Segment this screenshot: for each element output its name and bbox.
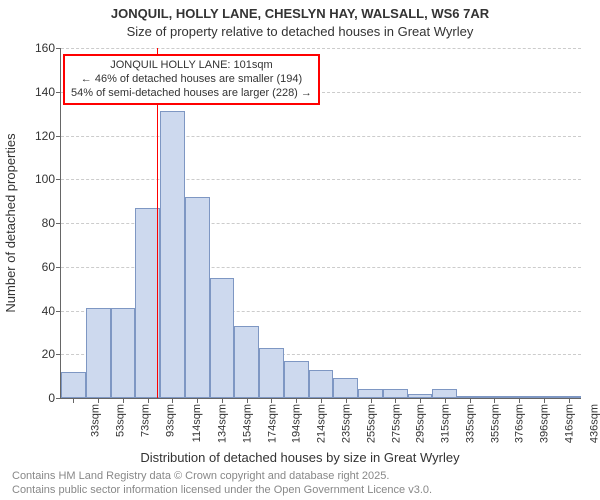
histogram-bar <box>358 389 383 398</box>
histogram-bar <box>86 308 111 398</box>
x-tick-mark <box>98 398 99 403</box>
histogram-bar <box>432 389 457 398</box>
histogram-bar <box>111 308 136 398</box>
x-tick-mark <box>519 398 520 403</box>
x-tick-label: 134sqm <box>217 404 229 443</box>
x-tick-mark <box>197 398 198 403</box>
x-tick-mark <box>123 398 124 403</box>
y-tick-mark <box>56 179 61 180</box>
credit-line-2: Contains public sector information licen… <box>12 484 432 496</box>
x-tick-label: 93sqm <box>164 404 176 437</box>
y-tick-label: 160 <box>35 41 55 55</box>
x-tick-label: 335sqm <box>464 404 476 443</box>
x-tick-label: 295sqm <box>415 404 427 443</box>
x-tick-mark <box>271 398 272 403</box>
x-tick-mark <box>569 398 570 403</box>
y-grid-line <box>61 179 581 180</box>
histogram-bar <box>309 370 334 398</box>
histogram-bar <box>160 111 185 398</box>
y-tick-mark <box>56 223 61 224</box>
y-tick-mark <box>56 48 61 49</box>
x-tick-label: 376sqm <box>514 404 526 443</box>
y-tick-label: 80 <box>42 216 55 230</box>
x-tick-label: 315sqm <box>440 404 452 443</box>
y-tick-mark <box>56 354 61 355</box>
x-tick-label: 396sqm <box>539 404 551 443</box>
chart-title-sub: Size of property relative to detached ho… <box>0 24 600 39</box>
x-tick-mark <box>296 398 297 403</box>
x-tick-label: 255sqm <box>365 404 377 443</box>
x-tick-mark <box>222 398 223 403</box>
x-tick-label: 73sqm <box>139 404 151 437</box>
y-grid-line <box>61 48 581 49</box>
x-tick-label: 114sqm <box>192 404 204 442</box>
x-tick-mark <box>445 398 446 403</box>
y-axis-label: Number of detached properties <box>3 133 18 312</box>
y-tick-label: 0 <box>48 391 55 405</box>
x-tick-mark <box>494 398 495 403</box>
histogram-bar <box>61 372 86 398</box>
y-tick-mark <box>56 311 61 312</box>
annotation-line: 54% of semi-detached houses are larger (… <box>71 87 312 101</box>
y-tick-label: 140 <box>35 85 55 99</box>
y-grid-line <box>61 136 581 137</box>
histogram-bar <box>383 389 408 398</box>
credit-line-1: Contains HM Land Registry data © Crown c… <box>12 470 389 482</box>
x-tick-label: 174sqm <box>266 404 278 443</box>
annotation-box: JONQUIL HOLLY LANE: 101sqm← 46% of detac… <box>63 54 320 105</box>
x-tick-label: 194sqm <box>291 404 303 443</box>
x-tick-mark <box>346 398 347 403</box>
x-tick-label: 355sqm <box>489 404 501 443</box>
x-tick-label: 416sqm <box>563 404 575 443</box>
y-tick-mark <box>56 398 61 399</box>
x-tick-mark <box>148 398 149 403</box>
chart-title-main: JONQUIL, HOLLY LANE, CHESLYN HAY, WALSAL… <box>0 6 600 21</box>
x-tick-mark <box>73 398 74 403</box>
histogram-bar <box>284 361 309 398</box>
x-axis-label: Distribution of detached houses by size … <box>0 450 600 465</box>
chart-container: JONQUIL, HOLLY LANE, CHESLYN HAY, WALSAL… <box>0 0 600 500</box>
y-tick-label: 40 <box>42 304 55 318</box>
x-tick-label: 53sqm <box>115 404 127 437</box>
histogram-bar <box>234 326 259 398</box>
x-tick-label: 33sqm <box>90 404 102 437</box>
histogram-bar <box>210 278 235 398</box>
y-tick-mark <box>56 267 61 268</box>
x-tick-mark <box>371 398 372 403</box>
x-tick-label: 436sqm <box>588 404 600 443</box>
x-tick-mark <box>172 398 173 403</box>
x-tick-label: 214sqm <box>316 404 328 443</box>
x-tick-mark <box>544 398 545 403</box>
annotation-line: ← 46% of detached houses are smaller (19… <box>71 73 312 87</box>
x-tick-label: 275sqm <box>390 404 402 443</box>
histogram-bar <box>333 378 358 398</box>
x-tick-label: 235sqm <box>341 404 353 443</box>
annotation-line: JONQUIL HOLLY LANE: 101sqm <box>71 59 312 73</box>
x-tick-mark <box>395 398 396 403</box>
histogram-bar <box>259 348 284 398</box>
plot-area: 02040608010012014016033sqm53sqm73sqm93sq… <box>60 48 581 399</box>
x-tick-mark <box>470 398 471 403</box>
x-tick-mark <box>321 398 322 403</box>
histogram-bar <box>185 197 210 398</box>
y-tick-label: 100 <box>35 172 55 186</box>
y-tick-mark <box>56 92 61 93</box>
x-tick-mark <box>420 398 421 403</box>
y-tick-label: 20 <box>42 347 55 361</box>
y-tick-mark <box>56 136 61 137</box>
x-tick-mark <box>247 398 248 403</box>
x-tick-label: 154sqm <box>242 404 254 443</box>
y-tick-label: 120 <box>35 129 55 143</box>
y-tick-label: 60 <box>42 260 55 274</box>
